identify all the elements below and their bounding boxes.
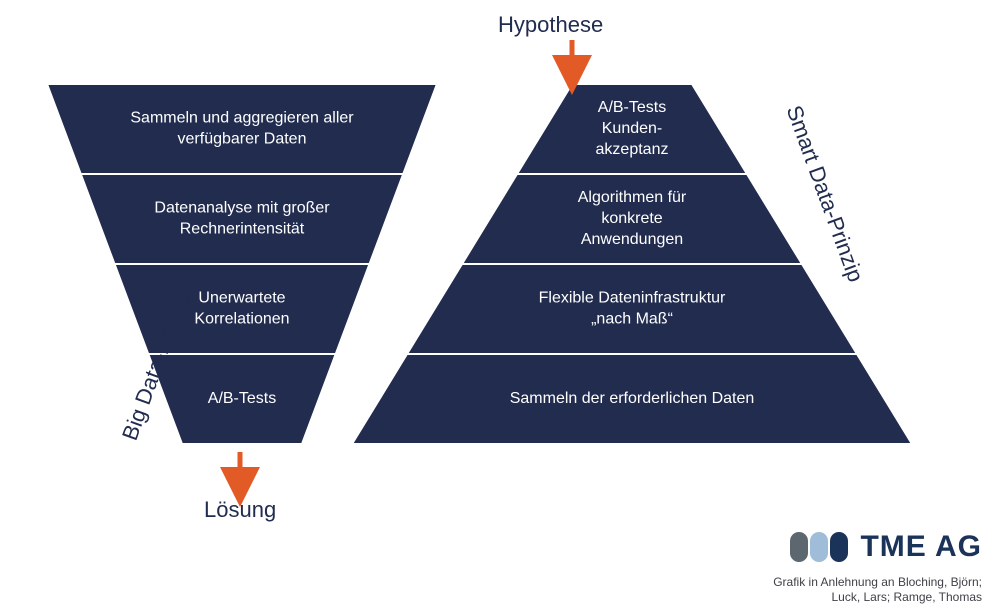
- pyramid-band-2-line-0: Flexible Dateninfrastruktur: [539, 290, 726, 307]
- top-label-hypothese: Hypothese: [498, 12, 603, 38]
- pyramid-band-0-line-1: Kunden-: [602, 120, 663, 137]
- funnel-band-1-line-0: Datenanalyse mit großer: [154, 200, 330, 217]
- funnel-band-1-line-1: Rechnerintensität: [180, 220, 305, 237]
- pyramid-band-0-line-0: A/B-Tests: [598, 99, 666, 116]
- bottom-label-loesung: Lösung: [204, 497, 276, 523]
- funnel-band-2-line-1: Korrelationen: [194, 310, 289, 327]
- funnel-band-1: [81, 174, 404, 264]
- funnel-band-3-line-0: A/B-Tests: [208, 390, 276, 407]
- logo-bars-icon: [790, 532, 850, 562]
- credits-line2: Luck, Lars; Ramge, Thomas: [773, 590, 982, 606]
- pyramid-band-3-line-0: Sammeln der erforderlichen Daten: [510, 390, 755, 407]
- funnel-group: Sammeln und aggregieren aller verfügbarer…: [47, 84, 437, 444]
- logo-bar-1: [810, 532, 828, 562]
- pyramid-band-0-line-2: akzeptanz: [596, 141, 669, 158]
- pyramid-band-2-line-1: „nach Maß“: [591, 310, 673, 327]
- funnel-band-2-line-0: Unerwartete: [198, 290, 285, 307]
- credits: Grafik in Anlehnung an Bloching, Björn; …: [773, 575, 982, 606]
- pyramid-band-1-line-0: Algorithmen für: [578, 189, 687, 206]
- logo-text: TME AG: [860, 530, 982, 564]
- funnel-band-0: [47, 84, 437, 174]
- logo-bar-2: [830, 532, 848, 562]
- diagram-svg: Sammeln und aggregieren aller verfügbarer…: [0, 0, 1000, 612]
- funnel-band-0-line-1: verfügbarer Daten: [178, 130, 307, 147]
- pyramid-group: A/B-Tests Kunden-akzeptanz Algorithmen für…: [352, 84, 912, 444]
- pyramid-band-1-line-1: konkrete: [601, 210, 662, 227]
- pyramid-band-2: [407, 264, 857, 354]
- credits-line1: Grafik in Anlehnung an Bloching, Björn;: [773, 575, 982, 591]
- logo: TME AG: [790, 530, 982, 564]
- logo-bar-0: [790, 532, 808, 562]
- pyramid-band-1-line-2: Anwendungen: [581, 231, 683, 248]
- funnel-band-0-line-0: Sammeln und aggregieren aller: [130, 110, 354, 127]
